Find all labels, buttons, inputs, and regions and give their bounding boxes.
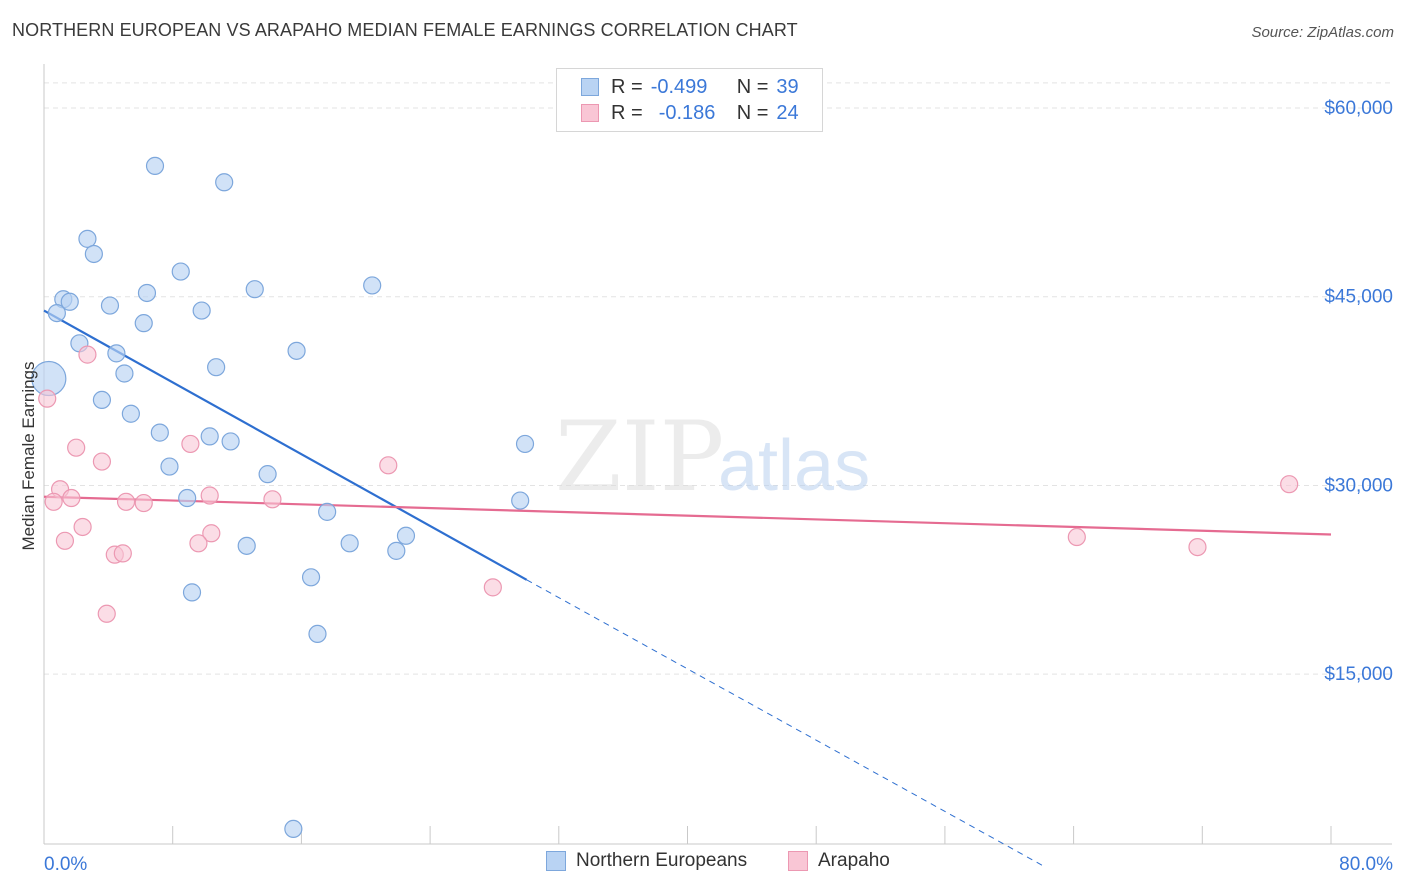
point-arapaho — [38, 389, 57, 408]
y-tick-label: $60,000 — [1324, 98, 1393, 119]
y-tick-label: $30,000 — [1324, 475, 1393, 496]
x-tick-label: 80.0% — [1339, 854, 1393, 875]
point-northern-europeans — [301, 568, 321, 587]
grid-lines — [44, 82, 1392, 675]
watermark: ZIP atlas — [555, 401, 870, 513]
y-tick-label: $45,000 — [1324, 287, 1393, 308]
point-northern-europeans — [215, 173, 234, 192]
legend-r-label: R = — [611, 75, 643, 98]
correlation-legend: R = -0.499 N = 39 R = -0.186 N = 24 — [556, 68, 823, 132]
legend-r-value: -0.499 — [650, 75, 708, 98]
point-northern-europeans — [207, 358, 226, 377]
point-northern-europeans — [160, 457, 179, 476]
series-legend-label: Northern Europeans — [576, 850, 748, 871]
point-northern-europeans — [47, 303, 66, 323]
point-northern-europeans — [221, 432, 240, 451]
point-northern-europeans — [107, 344, 126, 363]
point-northern-europeans — [258, 465, 277, 484]
point-northern-europeans — [84, 244, 103, 264]
point-northern-europeans — [182, 583, 202, 602]
point-northern-europeans — [78, 229, 97, 248]
point-northern-europeans — [137, 283, 157, 303]
source-label: Source: ZipAtlas.com — [1251, 24, 1394, 41]
series-legend-arapaho[interactable]: Arapaho — [788, 850, 890, 872]
point-arapaho — [1280, 475, 1299, 494]
point-northern-europeans — [134, 314, 153, 333]
point-arapaho — [134, 493, 153, 513]
y-axis-label: Median Female Earnings — [19, 362, 38, 551]
y-tick-label: $15,000 — [1324, 664, 1393, 685]
point-northern-europeans — [121, 404, 140, 423]
point-arapaho — [263, 490, 282, 509]
point-northern-europeans — [115, 364, 134, 383]
point-northern-europeans — [308, 624, 327, 644]
point-arapaho — [92, 452, 112, 471]
point-northern-europeans — [178, 488, 197, 508]
point-arapaho — [483, 578, 502, 597]
legend-n-value: 39 — [776, 75, 799, 98]
point-arapaho — [62, 488, 81, 508]
y-tick-labels: $15,000 $30,000 $45,000 $60,000 — [1324, 98, 1393, 685]
legend-swatch-pink — [581, 104, 599, 122]
point-northern-europeans — [245, 280, 264, 299]
point-northern-europeans — [171, 262, 190, 281]
point-arapaho — [73, 517, 92, 537]
point-northern-europeans — [287, 341, 306, 360]
point-northern-europeans — [145, 156, 165, 176]
legend-row-arapaho: R = -0.186 N = 24 — [581, 100, 799, 126]
point-northern-europeans — [200, 427, 219, 446]
point-northern-europeans — [363, 276, 382, 295]
point-arapaho — [67, 438, 86, 457]
series-legend: Northern Europeans Arapaho — [0, 850, 1406, 880]
legend-r-value: -0.186 — [658, 101, 716, 124]
point-northern-europeans — [237, 536, 256, 555]
x-tick-label: 0.0% — [44, 854, 87, 875]
point-northern-europeans — [396, 526, 416, 545]
point-arapaho — [44, 492, 63, 511]
chart-title: NORTHERN EUROPEAN VS ARAPAHO MEDIAN FEMA… — [12, 20, 798, 40]
legend-r-label: R = — [611, 101, 643, 124]
point-arapaho — [116, 492, 136, 511]
point-arapaho — [189, 534, 208, 553]
legend-n-label: N = — [736, 75, 769, 98]
legend-row-northern-europeans: R = -0.499 N = 39 — [581, 74, 799, 100]
watermark-zip: ZIP — [555, 401, 724, 513]
series-swatch-pink — [788, 851, 808, 871]
point-northern-europeans — [318, 502, 337, 521]
series-swatch-blue — [546, 851, 566, 871]
point-northern-europeans — [150, 423, 169, 442]
point-arapaho — [181, 434, 200, 454]
point-arapaho — [200, 486, 219, 505]
point-northern-europeans — [60, 292, 79, 311]
point-northern-europeans — [100, 296, 120, 315]
legend-n-label: N = — [736, 101, 769, 124]
trend-lines — [43, 309, 1332, 868]
trend-extension-northern-europeans — [526, 579, 1045, 868]
point-northern-europeans — [92, 390, 112, 410]
point-northern-europeans — [387, 541, 406, 560]
point-arapaho — [113, 544, 132, 563]
point-arapaho — [202, 524, 221, 543]
point-arapaho — [78, 345, 97, 364]
point-arapaho — [97, 604, 116, 623]
point-northern-europeans — [340, 534, 359, 553]
point-northern-europeans — [284, 819, 303, 839]
series-legend-label: Arapaho — [818, 850, 890, 871]
axes — [43, 64, 1392, 845]
series-legend-northern-europeans[interactable]: Northern Europeans — [546, 850, 747, 872]
trend-line-arapaho — [43, 495, 1332, 536]
point-northern-europeans — [515, 434, 535, 454]
point-arapaho — [1067, 527, 1086, 547]
point-northern-europeans — [192, 301, 211, 320]
legend-swatch-blue — [581, 78, 599, 96]
point-arapaho — [55, 531, 75, 550]
data-points — [31, 156, 1299, 839]
point-arapaho — [379, 456, 398, 475]
x-tick-labels: 0.0% 80.0% — [44, 854, 1393, 875]
watermark-atlas: atlas — [718, 426, 870, 506]
legend-n-value: 24 — [776, 101, 799, 124]
point-arapaho — [1188, 537, 1207, 557]
point-northern-europeans — [511, 491, 530, 510]
